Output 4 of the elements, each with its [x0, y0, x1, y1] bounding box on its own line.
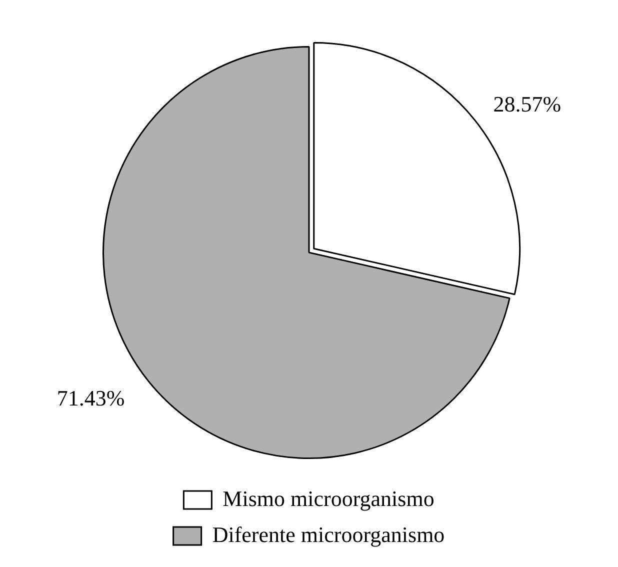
- data-label: 71.43%: [56, 385, 125, 410]
- legend-label: Diferente microorganismo: [212, 522, 445, 547]
- legend-label: Mismo microorganismo: [222, 486, 434, 511]
- data-label: 28.57%: [493, 91, 562, 116]
